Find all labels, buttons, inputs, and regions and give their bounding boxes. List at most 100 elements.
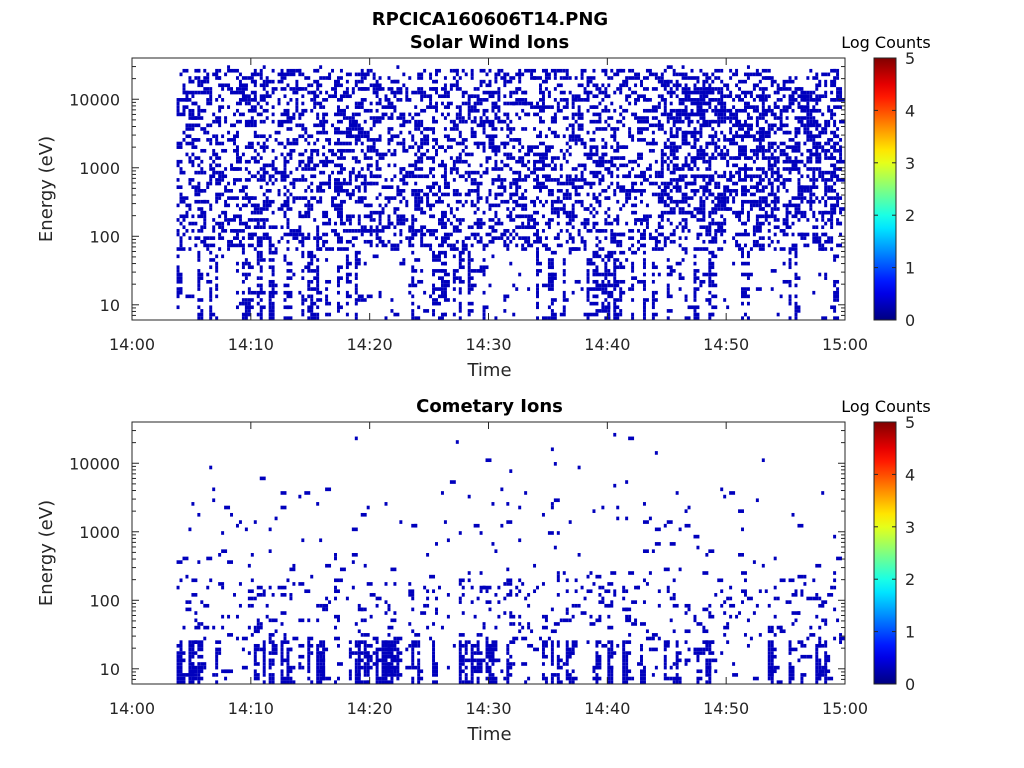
heatmap-cell [723,116,727,120]
heatmap-cell [286,112,290,117]
heatmap-cell [550,250,557,255]
heatmap-cell [818,236,822,240]
heatmap-cell [250,203,257,208]
heatmap-cell [235,214,239,219]
heatmap-cell [533,152,537,157]
heatmap-cell [708,181,712,186]
heatmap-cell [696,87,700,91]
heatmap-cell [426,196,430,200]
heatmap-cell [286,239,290,244]
heatmap-cell [672,83,676,88]
heatmap-cell [803,163,807,168]
heatmap-cell [622,156,626,160]
heatmap-cell [634,189,641,193]
heatmap-cell [467,174,471,179]
heatmap-cell [524,90,528,95]
heatmap-cell [250,98,257,102]
heatmap-cell [307,90,311,95]
heatmap-cell [613,134,617,139]
heatmap-cell [280,658,287,663]
heatmap-cell [815,225,819,230]
heatmap-cell [280,491,284,495]
heatmap-cell [256,618,260,623]
heatmap-cell [758,98,765,102]
heatmap-cell [271,105,275,109]
heatmap-cell [645,203,649,208]
heatmap-cell [619,243,623,248]
heatmap-cell [247,563,251,568]
heatmap-cell [336,618,340,623]
heatmap-cell [348,640,352,644]
heatmap-cell [244,225,248,230]
heatmap-cell [476,185,480,189]
heatmap-cell [479,174,483,179]
heatmap-cell [726,196,730,200]
heatmap-cell [342,247,349,251]
heatmap-cell [435,254,441,259]
heatmap-cell [292,178,299,182]
heatmap-cell [541,98,545,102]
heatmap-cell [833,290,840,295]
heatmap-cell [322,152,326,157]
heatmap-cell [432,185,436,189]
heatmap-cell [720,156,727,160]
heatmap-cell [194,123,201,128]
heatmap-cell [767,243,771,248]
heatmap-cell [669,134,676,139]
heatmap-cell [785,116,789,120]
heatmap-cell [470,232,477,237]
heatmap-cell [399,229,403,233]
heatmap-cell [298,654,305,659]
heatmap-cell [553,87,557,91]
heatmap-cell [197,680,201,684]
heatmap-cell [283,290,287,295]
heatmap-cell [696,189,700,193]
heatmap-cell [461,119,465,124]
heatmap-cell [812,116,816,120]
heatmap-cell [684,159,688,164]
heatmap-cell [417,189,421,193]
heatmap-cell [206,130,210,135]
heatmap-cell [574,94,581,99]
heatmap-cell [301,276,305,280]
heatmap-cell [794,312,798,317]
heatmap-cell [452,76,456,80]
heatmap-cell [414,163,418,168]
heatmap-cell [322,112,329,117]
heatmap-cell [268,316,275,320]
heatmap-cell [702,272,709,277]
heatmap-cell [669,199,673,204]
heatmap-cell [331,203,337,208]
heatmap-cell [770,207,774,211]
heatmap-cell [541,316,548,320]
heatmap-cell [426,229,433,233]
heatmap-cell [405,94,409,99]
heatmap-cell [812,178,816,182]
heatmap-cell [405,218,409,222]
heatmap-cell [607,196,611,200]
heatmap-cell [387,214,391,219]
heatmap-cell [642,305,646,310]
heatmap-cell [741,108,744,113]
heatmap-cell [711,236,718,240]
heatmap-cell [738,94,742,99]
heatmap-cell [209,294,213,299]
heatmap-cell [818,170,822,175]
heatmap-cell [354,138,361,142]
heatmap-cell [601,279,605,284]
heatmap-cell [767,236,771,240]
heatmap-cell [256,283,260,288]
heatmap-cell [470,94,474,99]
heatmap-cell [536,294,539,299]
heatmap-cell [574,279,581,284]
heatmap-cell [562,98,569,102]
heatmap-cell [319,640,323,644]
heatmap-cell [197,673,201,677]
heatmap-cell [387,163,391,168]
heatmap-cell [530,170,534,175]
heatmap-cell [286,138,290,142]
heatmap-cell [179,221,183,226]
heatmap-cell [215,665,219,670]
heatmap-cell [381,185,388,189]
heatmap-cell [782,130,789,135]
